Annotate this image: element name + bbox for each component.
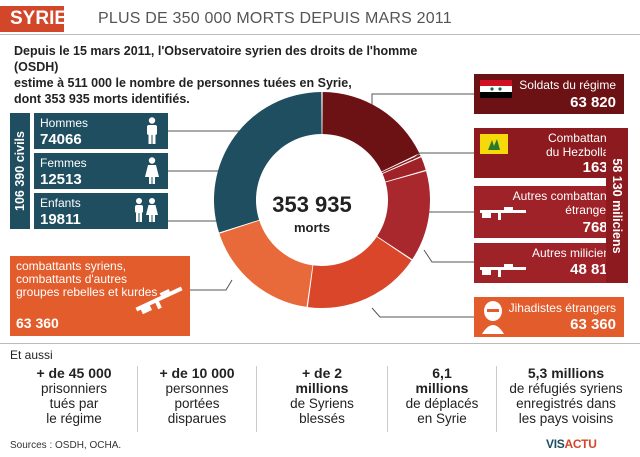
stat-displaced-text-1: de déplacés: [405, 396, 479, 411]
stat-displaced: 6,1 millions de déplacés en Syrie: [392, 365, 492, 427]
stat-injured-value: + de 2: [301, 365, 343, 381]
intro-text: Depuis le 15 mars 2011, l'Observatoire s…: [14, 43, 454, 107]
donut-slice: [322, 92, 420, 172]
rebels-value: 63 360: [16, 315, 59, 331]
stat-missing: + de 10 000 personnes portées disparues: [145, 365, 249, 427]
stat-separator: [387, 366, 388, 432]
stat-prisoners-text-2: tués par: [49, 396, 99, 411]
logo-part-b: ACTU: [564, 437, 597, 451]
foreign-fighters-label-1: Autres combattants: [512, 189, 616, 203]
intro-line-3: dont 353 935 morts identifiés.: [14, 92, 190, 106]
jihadists-label: Jihadistes étrangers: [508, 301, 616, 315]
stat-missing-value: + de 10 000: [159, 365, 235, 381]
donut-slice: [381, 154, 421, 174]
stat-separator: [137, 366, 138, 432]
civilians-men-box: Hommes 74066: [34, 113, 168, 149]
stat-refugees-text-1: de réfugiés syriens: [509, 381, 623, 396]
syria-flag-icon: [480, 80, 512, 98]
women-label: Femmes: [40, 156, 87, 170]
stat-injured-value-2: millions: [295, 380, 349, 396]
women-value: 12513: [40, 171, 82, 188]
masked-fighter-icon: [482, 301, 504, 334]
children-value: 19811: [40, 211, 81, 228]
militia-value: 48 814: [570, 261, 616, 278]
stat-displaced-value: 6,1: [432, 365, 452, 381]
rifle-icon: [480, 264, 526, 277]
stat-injured: + de 2 millions de Syriens blessés: [262, 365, 382, 427]
hezbollah-box: Combattants du Hezbollah 1630: [474, 128, 624, 178]
stat-separator: [256, 366, 257, 432]
stat-displaced-value-2: millions: [415, 380, 469, 396]
civilians-women-box: Femmes 12513: [34, 153, 168, 189]
foreign-fighters-box: Autres combattants étrangers 7686: [474, 186, 624, 238]
intro-line-1: Depuis le 15 mars 2011, l'Observatoire s…: [14, 44, 418, 74]
foreign-fighters-label-2: étrangers: [565, 203, 616, 217]
rifle-icon: [135, 286, 183, 314]
stat-injured-text-1: de Syriens: [290, 396, 354, 411]
regime-soldiers-value: 63 820: [570, 94, 616, 111]
stat-refugees-value: 5,3 millions: [527, 365, 605, 381]
stat-refugees-text-2: enregistrés dans: [516, 396, 616, 411]
children-label: Enfants: [40, 196, 81, 210]
civilians-total-bar: 106 390 civils: [10, 113, 30, 229]
rifle-icon: [480, 207, 526, 220]
stat-prisoners: + de 45 000 prisonniers tués par le régi…: [18, 365, 130, 427]
stat-displaced-text-2: en Syrie: [417, 411, 467, 426]
sources: Sources : OSDH, OCHA.: [10, 440, 122, 451]
stat-injured-text-2: blessés: [299, 411, 345, 426]
militia-total-label: 58 130 miliciens: [610, 158, 624, 254]
total-deaths-value: 353 935: [272, 192, 352, 217]
rebels-box: combattants syriens, combattants d'autre…: [10, 256, 190, 336]
hezbollah-flag-icon: [480, 134, 508, 154]
logo-part-a: VIS: [546, 437, 565, 451]
donut-slice: [214, 92, 322, 233]
civilians-children-box: Enfants 19811: [34, 193, 168, 229]
page-title: PLUS DE 350 000 MORTS DEPUIS MARS 2011: [98, 10, 452, 27]
donut-slice: [307, 236, 412, 308]
hezbollah-label: Combattants du Hezbollah: [546, 131, 616, 159]
donut-hole: [257, 135, 387, 265]
men-label: Hommes: [40, 116, 89, 130]
jihadists-value: 63 360: [570, 316, 616, 333]
intro-line-2: estime à 511 000 le nombre de personnes …: [14, 76, 352, 90]
stat-prisoners-text-3: le régime: [46, 411, 102, 426]
woman-icon: [145, 157, 159, 184]
foreign-fighters-label: Autres combattants étrangers: [513, 189, 616, 217]
stat-separator: [496, 366, 497, 432]
stat-missing-text-1: personnes: [165, 381, 229, 396]
regime-soldiers-label: Soldats du régime: [519, 78, 616, 92]
also-heading: Et aussi: [10, 348, 53, 362]
donut-chart: [214, 92, 430, 308]
rebels-label: combattants syriens, combattants d'autre…: [16, 259, 158, 299]
men-value: 74066: [40, 131, 82, 148]
militia-box: Autres miliciens 48 814: [474, 243, 624, 283]
stat-prisoners-text-1: prisonniers: [40, 381, 108, 396]
donut-slice: [219, 220, 313, 307]
hezbollah-label-2: du Hezbollah: [545, 145, 616, 159]
children-icon: [135, 198, 158, 222]
stat-refugees: 5,3 millions de réfugiés syriens enregis…: [500, 365, 632, 427]
footer-divider: [0, 343, 640, 344]
donut-slice: [377, 171, 430, 260]
donut-slice: [382, 157, 426, 182]
stat-refugees-text-3: les pays voisins: [518, 411, 614, 426]
country-tag: SYRIE: [0, 6, 67, 32]
stat-missing-text-3: disparues: [167, 411, 227, 426]
jihadists-box: Jihadistes étrangers 63 360: [474, 297, 624, 337]
visactu-logo: VISACTU: [546, 437, 597, 451]
civilians-total-label: 106 390 civils: [13, 131, 27, 211]
header-divider: [0, 34, 640, 35]
total-deaths-label: morts: [293, 220, 331, 235]
regime-soldiers-box: Soldats du régime 63 820: [474, 74, 624, 114]
stat-missing-text-2: portées: [174, 396, 220, 411]
hezbollah-label-1: Combattants: [547, 131, 616, 145]
militia-total-bar: 58 130 miliciens: [606, 128, 628, 283]
stat-prisoners-value: + de 45 000: [36, 365, 112, 381]
man-icon: [147, 117, 157, 144]
militia-label: Autres miliciens: [531, 246, 616, 260]
